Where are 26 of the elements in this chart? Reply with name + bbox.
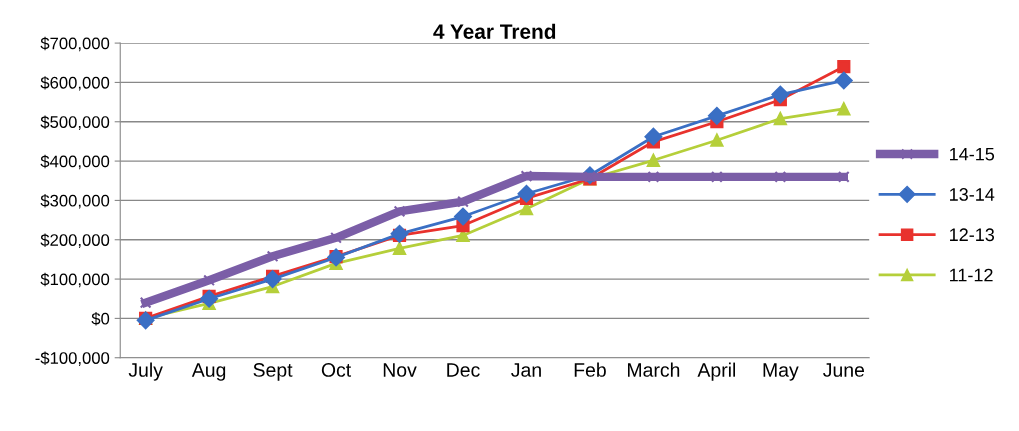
x-tick-label: July bbox=[128, 362, 163, 381]
y-tick-label: -$100,000 bbox=[35, 351, 110, 366]
y-tick-label: $400,000 bbox=[40, 154, 110, 170]
x-tick-label: June bbox=[823, 363, 865, 377]
y-tick-label: $100,000 bbox=[40, 272, 110, 288]
chart-title: 4 Year Trend bbox=[433, 23, 556, 39]
y-tick-label: $500,000 bbox=[40, 115, 110, 130]
y-tick-label: $0 bbox=[91, 312, 110, 326]
x-tick-label: Dec bbox=[447, 363, 480, 377]
x-tick-label: Nov bbox=[383, 363, 417, 377]
y-tick-label: $600,000 bbox=[40, 76, 110, 91]
y-tick-label: $200,000 bbox=[40, 233, 110, 248]
x-tick-label: March bbox=[627, 362, 680, 377]
legend-label: 13-14 bbox=[950, 188, 995, 201]
x-tick-label: Aug bbox=[191, 363, 226, 381]
legend-label: 12-13 bbox=[950, 228, 995, 242]
legend-label: 14-15 bbox=[950, 147, 995, 161]
legend-label: 11-12 bbox=[950, 268, 993, 282]
x-tick-label: Jan bbox=[511, 363, 541, 377]
x-tick-label: May bbox=[763, 363, 799, 381]
x-tick-label: Feb bbox=[574, 362, 606, 377]
x-tick-label: Oct bbox=[321, 363, 352, 377]
x-tick-label: April bbox=[697, 362, 736, 381]
y-tick-label: $300,000 bbox=[40, 194, 110, 209]
y-tick-label: $700,000 bbox=[40, 36, 110, 52]
x-tick-label: Sept bbox=[253, 363, 293, 381]
